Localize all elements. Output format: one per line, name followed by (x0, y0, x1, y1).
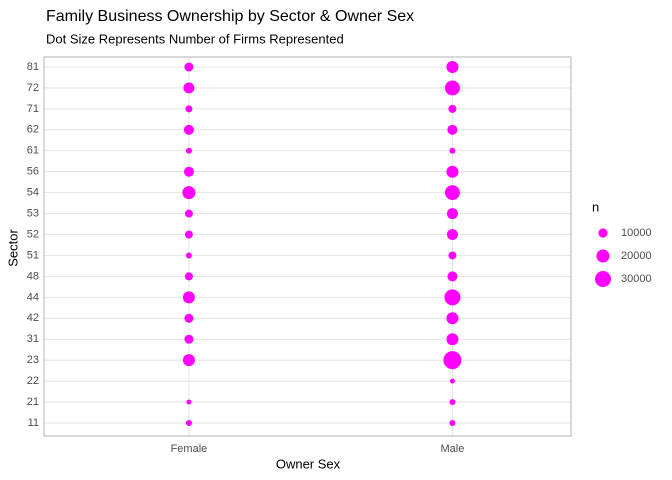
legend-label: 30000 (621, 273, 652, 285)
dot (185, 147, 192, 154)
dot (444, 80, 460, 96)
dot (449, 420, 456, 426)
dot (185, 105, 193, 113)
y-tick-label: 72 (27, 82, 39, 94)
dot (444, 289, 461, 306)
dot (184, 272, 193, 281)
legend-dot (596, 249, 610, 263)
y-axis-label: Sector (5, 229, 20, 267)
dot (183, 82, 195, 94)
y-tick-label: 42 (27, 312, 39, 324)
dot (182, 291, 195, 304)
dot (446, 229, 458, 240)
dot (449, 378, 455, 384)
legend-title: n (592, 199, 599, 214)
y-tick-label: 81 (27, 61, 39, 73)
plot-border (43, 56, 572, 437)
dot (183, 124, 194, 135)
dot (448, 104, 457, 113)
dot (446, 60, 459, 74)
dot (449, 147, 456, 154)
dot (449, 399, 456, 406)
dot (446, 208, 458, 220)
y-tick-label: 56 (27, 166, 39, 178)
y-tick-label: 62 (27, 124, 39, 136)
dot (443, 351, 462, 370)
x-axis-label: Owner Sex (276, 456, 341, 471)
y-tick-label: 11 (28, 417, 39, 429)
legend-dot (598, 228, 608, 238)
dot (447, 271, 458, 282)
x-tick-label: Female (171, 443, 208, 455)
y-tick-label: 51 (27, 249, 39, 261)
dot (184, 62, 194, 72)
y-tick-label: 44 (27, 291, 39, 303)
y-tick-label: 22 (27, 375, 39, 387)
y-tick-label: 23 (27, 354, 39, 366)
chart-title: Family Business Ownership by Sector & Ow… (46, 8, 414, 25)
chart-subtitle: Dot Size Represents Number of Firms Repr… (46, 31, 344, 46)
y-tick-label: 31 (27, 333, 39, 345)
y-tick-label: 71 (27, 103, 39, 115)
y-tick-label: 54 (27, 187, 39, 199)
dot (183, 166, 194, 177)
y-tick-label: 21 (27, 396, 39, 408)
dot (446, 333, 459, 346)
y-tick-label: 53 (27, 207, 39, 219)
dot (185, 420, 192, 426)
legend-dot (595, 271, 611, 287)
dot (448, 251, 457, 260)
dot (184, 334, 194, 344)
dot (446, 165, 459, 178)
dot (185, 252, 192, 259)
y-tick-label: 61 (27, 145, 39, 157)
dot (444, 185, 460, 201)
dot (447, 124, 458, 135)
dot (184, 209, 193, 218)
dot (182, 186, 196, 200)
dot (184, 313, 194, 323)
x-tick-label: Male (441, 443, 465, 455)
legend-label: 10000 (621, 227, 652, 239)
dot (182, 354, 195, 367)
dot (446, 312, 459, 325)
y-tick-label: 48 (27, 270, 39, 282)
dot (184, 230, 193, 239)
dot (186, 399, 192, 405)
legend-label: 20000 (621, 250, 652, 262)
y-tick-label: 52 (27, 228, 39, 240)
